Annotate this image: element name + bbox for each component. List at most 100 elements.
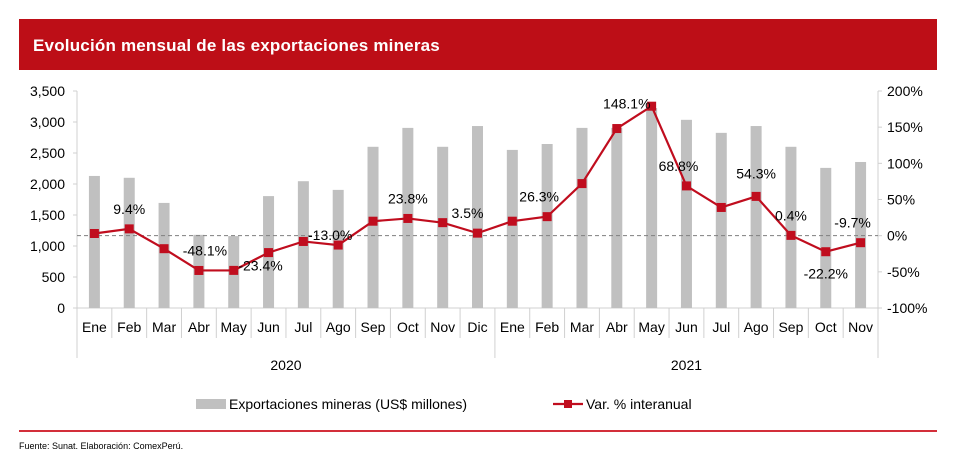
left-axis-tick-label: 3,500 <box>30 83 65 99</box>
x-axis-label: Nov <box>848 319 873 335</box>
right-axis-tick-label: -50% <box>887 264 920 280</box>
x-axis-label: Oct <box>397 319 419 335</box>
data-label: -9.7% <box>834 215 871 231</box>
left-axis-tick-label: 1,500 <box>30 207 65 223</box>
line-marker-15 <box>612 124 622 134</box>
right-axis-tick-label: 50% <box>887 192 915 208</box>
year-label-2020: 2020 <box>270 357 301 373</box>
line-marker-11 <box>473 228 482 238</box>
data-label: -48.1% <box>183 242 227 258</box>
x-axis-label: Ene <box>500 319 525 335</box>
x-axis-label: Mar <box>152 319 176 335</box>
x-axis-label: Jul <box>294 319 312 335</box>
line-marker-6 <box>298 236 308 246</box>
data-label: -13.0% <box>308 227 352 243</box>
title-banner <box>19 19 937 70</box>
line-marker-13 <box>542 212 552 222</box>
bar-nov-10 <box>437 146 449 308</box>
left-axis-tick-label: 500 <box>42 269 66 285</box>
data-label: 68.8% <box>659 158 699 174</box>
line-marker-16 <box>647 101 657 111</box>
bar-ago-19 <box>750 126 762 308</box>
line-marker-0 <box>89 228 99 238</box>
x-axis-label: Feb <box>535 319 559 335</box>
data-label: -23.4% <box>238 258 282 274</box>
bar-abr-15 <box>611 127 623 308</box>
line-marker-5 <box>264 248 274 258</box>
right-axis-tick-label: 0% <box>887 228 907 244</box>
legend-label-bar: Exportaciones mineras (US$ millones) <box>229 396 467 412</box>
footer-rule <box>19 430 937 432</box>
year-label-2021: 2021 <box>671 357 702 373</box>
bar-jun-17 <box>680 119 692 308</box>
right-axis-tick-label: 200% <box>887 83 923 99</box>
x-axis-label: Sep <box>361 319 386 335</box>
x-axis-label: Jun <box>257 319 280 335</box>
x-axis-label: May <box>638 319 664 335</box>
x-axis-label: Ago <box>326 319 351 335</box>
x-axis-label: May <box>220 319 246 335</box>
x-axis-label: Oct <box>815 319 837 335</box>
chart: 0 500 1,000 1,500 2,000 2,500 3,000 3,500 -100% -… <box>30 83 928 412</box>
line-marker-22 <box>856 238 866 248</box>
legend-swatch-bar <box>196 399 226 409</box>
line-marker-10 <box>438 218 448 228</box>
bar-sep-20 <box>785 146 797 308</box>
chart-title: Evolución mensual de las exportaciones m… <box>33 36 440 55</box>
bar-sep-8 <box>367 146 379 308</box>
line-marker-17 <box>681 181 691 191</box>
data-label: 54.3% <box>736 165 776 181</box>
x-axis-label: Feb <box>117 319 141 335</box>
bar-feb-1 <box>123 177 135 308</box>
bar-ene-0 <box>88 175 100 308</box>
line-marker-12 <box>507 216 517 226</box>
left-axis-tick-label: 2,500 <box>30 145 65 161</box>
line-marker-20 <box>786 230 796 240</box>
line-marker-1 <box>124 224 134 234</box>
x-axis-label: Nov <box>430 319 455 335</box>
data-label: 3.5% <box>452 205 484 221</box>
x-axis-label: Jun <box>675 319 698 335</box>
source-note: Fuente: Sunat. Elaboración: ComexPerú. <box>19 441 184 451</box>
x-axis-label: Dic <box>467 319 487 335</box>
right-axis-tick-label: 100% <box>887 155 923 171</box>
bar-nov-22 <box>855 161 867 308</box>
bar-feb-13 <box>541 144 553 308</box>
bar-jul-18 <box>715 132 727 308</box>
x-axis-label: Mar <box>570 319 594 335</box>
x-axis-label: Ago <box>744 319 769 335</box>
data-label: 26.3% <box>519 189 559 205</box>
bar-ene-12 <box>506 149 518 308</box>
data-label: -22.2% <box>804 266 848 282</box>
right-axis-tick-label: -100% <box>887 300 927 316</box>
line-marker-4 <box>229 265 239 275</box>
line-marker-19 <box>751 191 761 201</box>
data-label: 0.4% <box>775 207 807 223</box>
data-label: 23.8% <box>388 190 428 206</box>
x-axis-label: Ene <box>82 319 107 335</box>
line-marker-9 <box>403 213 413 223</box>
line-marker-21 <box>821 247 831 257</box>
legend-swatch-marker <box>564 400 572 408</box>
right-axis-tick-label: 150% <box>887 119 923 135</box>
line-marker-2 <box>159 244 169 254</box>
bar-dic-11 <box>472 126 483 308</box>
line-marker-14 <box>577 179 587 189</box>
left-axis-tick-label: 3,000 <box>30 114 65 130</box>
line-marker-7 <box>333 240 343 250</box>
x-axis-label: Abr <box>606 319 628 335</box>
bar-oct-21 <box>820 167 832 308</box>
bar-may-16 <box>646 108 658 308</box>
left-axis-tick-label: 0 <box>57 300 65 316</box>
data-label: 9.4% <box>113 201 145 217</box>
x-axis-label: Abr <box>188 319 210 335</box>
line-marker-8 <box>368 216 378 226</box>
left-axis-tick-label: 1,000 <box>30 238 65 254</box>
line-marker-18 <box>716 202 726 212</box>
left-axis-tick-label: 2,000 <box>30 176 65 192</box>
legend-label-line: Var. % interanual <box>586 396 692 412</box>
line-marker-3 <box>194 265 204 275</box>
bar-mar-2 <box>158 202 170 308</box>
bar-mar-14 <box>576 127 588 308</box>
x-axis-label: Sep <box>778 319 803 335</box>
